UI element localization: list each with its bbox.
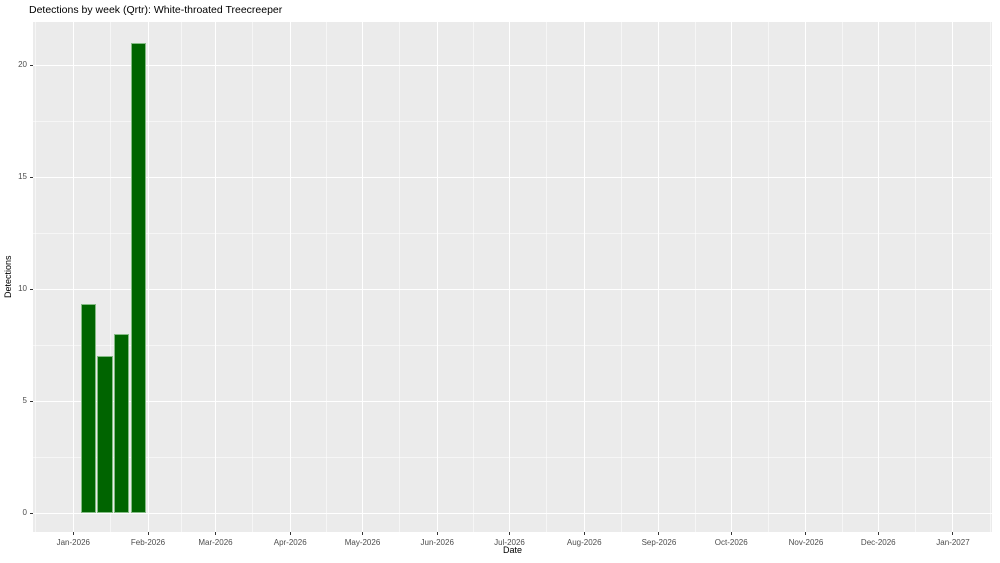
x-tick-mark [805,532,807,535]
major-gridline-v [362,22,363,532]
x-tick-mark [877,532,879,535]
x-tick-mark [362,532,363,535]
minor-gridline-h [33,232,992,234]
y-tick-label: 15 [18,172,27,181]
major-gridline-v [147,22,149,532]
major-gridline-v [805,22,807,532]
major-gridline-v [730,22,732,532]
x-tick-label: Jan-2027 [936,538,970,547]
x-tick-label: Aug-2026 [566,538,602,547]
y-tick-label: 5 [22,396,27,405]
y-tick-mark [30,288,33,290]
x-tick-label: Oct-2026 [714,538,748,547]
minor-gridline-v [989,22,991,532]
major-gridline-v [658,22,660,532]
x-tick-mark [583,532,585,535]
x-tick-mark [214,532,216,535]
x-tick-mark [436,532,438,535]
x-tick-mark [952,532,954,535]
x-tick-label: May-2026 [344,538,381,547]
bar [114,333,130,513]
y-tick-mark [30,176,33,178]
minor-gridline-h [33,120,992,122]
major-gridline-v [952,22,954,532]
minor-gridline-h [33,344,992,346]
y-tick-label: 0 [22,508,27,517]
minor-gridline-v [915,22,917,532]
y-tick-label: 20 [18,60,27,69]
minor-gridline-v [181,22,183,532]
x-axis-title: Date [502,545,522,555]
y-tick-label: 10 [18,284,27,293]
x-tick-label: Dec-2026 [860,538,896,547]
major-gridline-h [33,176,992,178]
major-gridline-h [33,512,992,514]
major-gridline-v [436,22,438,532]
x-tick-mark [658,532,660,535]
minor-gridline-v [621,22,623,532]
y-tick-mark [30,64,33,66]
major-gridline-v [214,22,216,532]
x-tick-label: Apr-2026 [273,538,307,547]
major-gridline-v [289,22,291,532]
x-tick-label: Feb-2026 [130,538,166,547]
y-tick-mark [30,400,33,402]
x-tick-label: Jan-2026 [56,538,90,547]
major-gridline-v [509,22,511,532]
bar [80,304,96,513]
major-gridline-v [877,22,879,532]
minor-gridline-v [472,22,474,532]
x-tick-label: Mar-2026 [198,538,233,547]
minor-gridline-v [546,22,548,532]
bar [97,356,113,513]
minor-gridline-v [399,22,401,532]
bar [131,42,147,513]
minor-gridline-h [33,456,992,458]
x-tick-label: Nov-2026 [788,538,824,547]
x-tick-label: Jun-2026 [420,538,454,547]
y-tick-mark [30,512,33,514]
chart-title: Detections by week (Qrtr): White-throate… [29,4,283,16]
minor-gridline-v [694,22,696,532]
x-tick-mark [730,532,732,535]
x-tick-label: Jul-2026 [494,538,525,547]
plot-panel [33,22,992,532]
major-gridline-h [33,400,992,402]
minor-gridline-v [841,22,843,532]
minor-gridline-v [35,22,37,532]
minor-gridline-v [110,22,112,532]
minor-gridline-v [768,22,770,532]
major-gridline-h [33,64,992,66]
x-tick-mark [509,532,511,535]
x-tick-mark [289,532,291,535]
minor-gridline-v [252,22,254,532]
x-tick-mark [72,532,74,535]
major-gridline-v [583,22,585,532]
minor-gridline-v [325,22,327,532]
x-axis: Jan-2026 Feb-2026 Mar-2026 Apr-2026 May-2026… [33,532,992,554]
major-gridline-v [72,22,74,532]
y-axis: 0 5 10 15 20 [0,22,33,532]
x-tick-label: Sep-2026 [641,538,677,547]
x-tick-mark [147,532,149,535]
major-gridline-h [33,288,992,290]
